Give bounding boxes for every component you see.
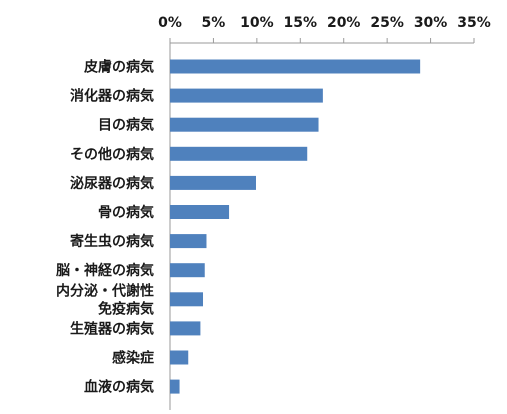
x-tick-label: 20%: [327, 15, 361, 31]
bar: [170, 234, 207, 249]
x-tick-label: 5%: [202, 15, 226, 31]
bar: [170, 117, 319, 132]
category-label: 血液の病気: [84, 379, 154, 396]
x-tick-label: 35%: [457, 15, 491, 31]
bar: [170, 146, 308, 161]
bar: [170, 175, 256, 190]
bar: [170, 205, 230, 219]
bar: [170, 292, 204, 307]
bar: [170, 321, 201, 336]
bar: [170, 350, 189, 365]
category-label: 皮膚の病気: [83, 59, 154, 76]
bar: [170, 379, 180, 394]
category-label: 骨の病気: [98, 204, 154, 221]
category-label: 泌尿器の病気: [70, 175, 154, 192]
category-label: 寄生虫の病気: [70, 233, 154, 250]
bar: [170, 88, 323, 103]
category-label: 感染症: [112, 350, 154, 367]
category-label: 生殖器の病気: [70, 320, 154, 337]
bar: [170, 263, 205, 278]
category-labels: 皮膚の病気消化器の病気目の病気その他の病気泌尿器の病気骨の病気寄生虫の病気脳・神…: [56, 59, 154, 396]
x-tick-label: 10%: [240, 15, 274, 31]
category-label: その他の病気: [70, 146, 154, 163]
category-label: 内分泌・代謝性免疫病気: [56, 282, 154, 317]
x-tick-label: 0%: [158, 15, 182, 31]
x-tick-label: 15%: [284, 15, 318, 31]
category-label: 脳・神経の病気: [56, 262, 154, 279]
x-tick-label: 30%: [414, 15, 448, 31]
category-label: 消化器の病気: [70, 88, 154, 105]
bar: [170, 59, 421, 74]
x-axis-ticks: 0% 5% 10% 15% 20% 25% 30% 35%: [158, 15, 491, 43]
bars: [170, 59, 421, 394]
x-tick-label: 25%: [370, 15, 404, 31]
category-label: 目の病気: [98, 117, 154, 134]
